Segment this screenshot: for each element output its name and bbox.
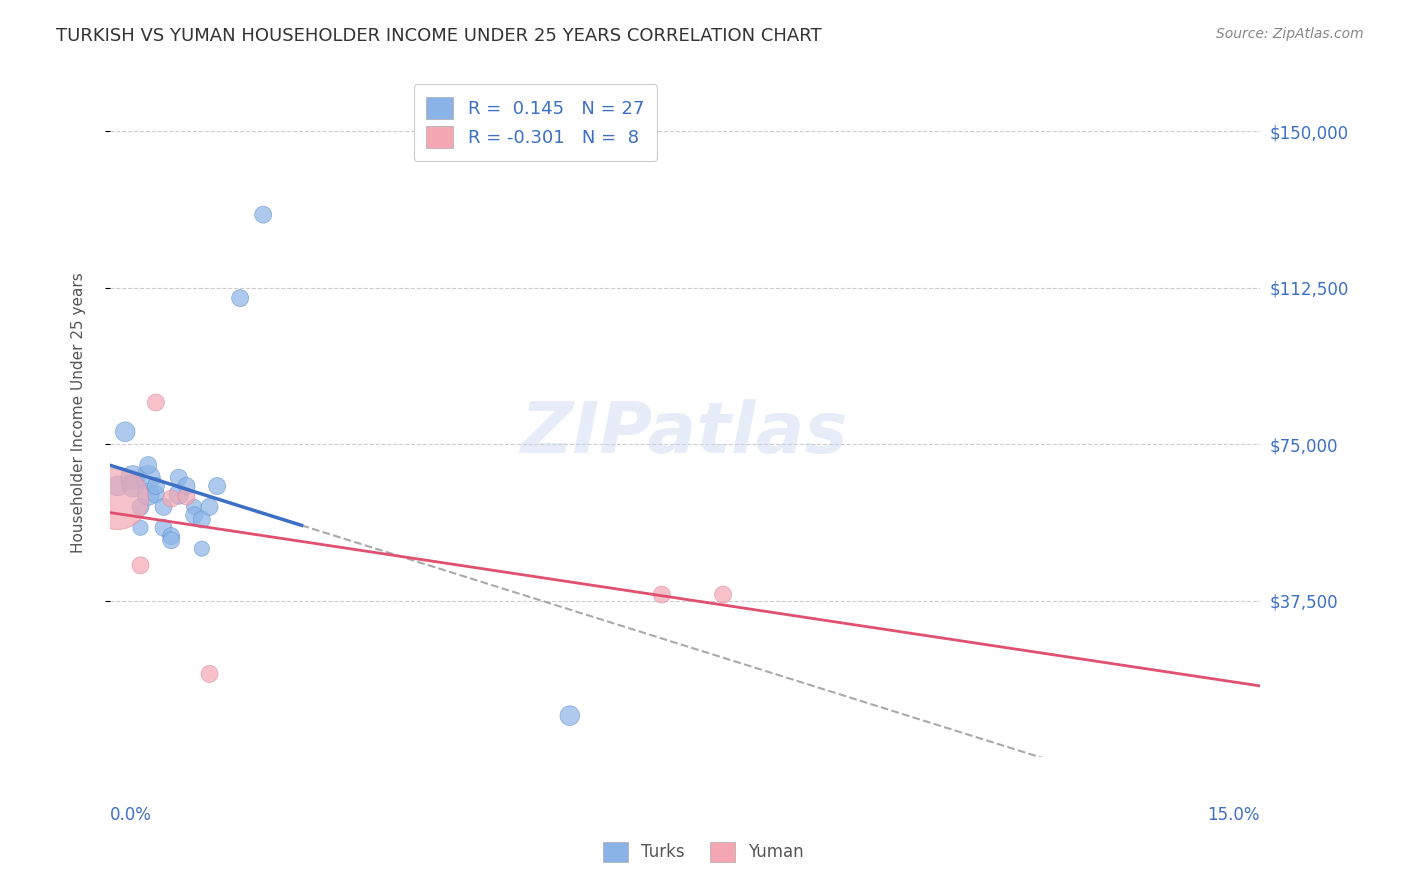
Point [191,512,214,526]
Text: Source: ZipAtlas.com: Source: ZipAtlas.com [1216,27,1364,41]
Point [145,479,167,493]
Point [252,208,274,222]
Point [167,487,190,501]
Text: 15.0%: 15.0% [1208,805,1260,823]
Point [160,529,183,543]
Legend: Turks, Yuman: Turks, Yuman [595,833,811,871]
Text: ZIPatlas: ZIPatlas [522,399,848,468]
Y-axis label: Householder Income Under 25 years: Householder Income Under 25 years [72,273,86,553]
Point [198,666,221,681]
Point [167,471,190,485]
Point [145,395,167,409]
Point [183,508,205,523]
Point [152,500,174,514]
Point [136,471,159,485]
Point [136,458,159,472]
Point [152,521,174,535]
Text: 0.0%: 0.0% [110,805,152,823]
Point [160,533,183,548]
Point [198,500,221,514]
Point [183,500,205,514]
Point [205,479,228,493]
Point [129,521,152,535]
Point [145,487,167,501]
Point [160,491,183,506]
Point [121,471,143,485]
Point [107,491,129,506]
Text: TURKISH VS YUMAN HOUSEHOLDER INCOME UNDER 25 YEARS CORRELATION CHART: TURKISH VS YUMAN HOUSEHOLDER INCOME UNDE… [56,27,823,45]
Point [558,708,581,723]
Legend: R =  0.145   N = 27, R = -0.301   N =  8: R = 0.145 N = 27, R = -0.301 N = 8 [413,85,657,161]
Point [129,558,152,573]
Point [114,425,136,439]
Point [191,541,214,556]
Point [121,479,143,493]
Point [176,479,198,493]
Point [229,291,252,305]
Point [711,588,734,602]
Point [651,588,673,602]
Point [176,490,198,504]
Point [129,500,152,514]
Point [107,479,129,493]
Point [136,487,159,501]
